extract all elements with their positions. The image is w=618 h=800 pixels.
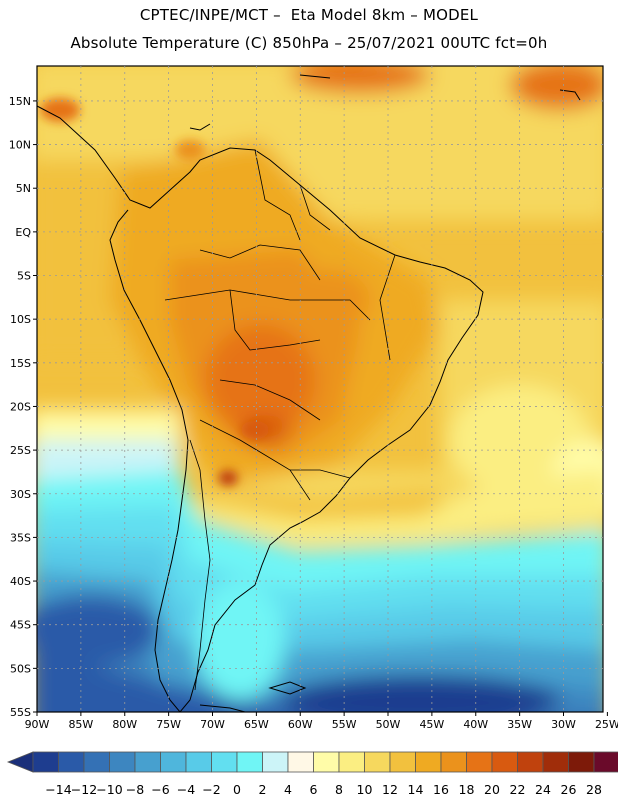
lon-tick-label: 35W bbox=[507, 718, 532, 731]
legend-swatch bbox=[211, 751, 238, 773]
legend-swatch bbox=[466, 751, 493, 773]
legend-swatch bbox=[160, 751, 187, 773]
legend-swatch bbox=[262, 751, 289, 773]
legend-swatch bbox=[83, 751, 110, 773]
legend-swatch bbox=[236, 751, 263, 773]
legend-label: 2 bbox=[259, 782, 267, 797]
lat-tick-label: 5S bbox=[17, 270, 31, 283]
lon-tick-label: 70W bbox=[200, 718, 225, 731]
legend-swatch bbox=[517, 751, 544, 773]
graticule bbox=[37, 66, 603, 712]
lat-tick-label: 35S bbox=[10, 531, 31, 544]
color-legend: −14 −12 −10 −8 −6 −4 −2 0 2 4 6 8 10 12 14 16 18 20 22 24 26… bbox=[6, 751, 618, 797]
lon-tick-label: 50W bbox=[376, 718, 401, 731]
coastlines bbox=[37, 74, 581, 712]
legend-swatch bbox=[313, 751, 340, 773]
lat-tick-label: 5N bbox=[16, 182, 31, 195]
temperature-field bbox=[37, 66, 603, 712]
plot-frame bbox=[36, 65, 604, 713]
lon-tick-label: 80W bbox=[112, 718, 137, 731]
lon-tick-label: 65W bbox=[244, 718, 269, 731]
title-line-1: CPTEC/INPE/MCT – Eta Model 8km – MODEL bbox=[139, 6, 479, 24]
lon-tick-label: 85W bbox=[68, 718, 93, 731]
legend-swatch bbox=[389, 751, 416, 773]
lat-tick-label: 45S bbox=[10, 619, 31, 632]
legend-swatch bbox=[593, 751, 618, 773]
title-line-2: Absolute Temperature (C) 850hPa – 25/07/… bbox=[70, 34, 548, 52]
legend-label: 28 bbox=[586, 782, 602, 797]
lon-tick-label: 90W bbox=[25, 718, 50, 731]
lat-tick-label: 55S bbox=[10, 706, 31, 719]
legend-swatch bbox=[568, 751, 595, 773]
legend-swatch bbox=[364, 751, 391, 773]
legend-label: 24 bbox=[535, 782, 551, 797]
lon-tick-label: 45W bbox=[419, 718, 444, 731]
legend-label: −8 bbox=[126, 782, 144, 797]
legend-label: −10 bbox=[96, 782, 122, 797]
lon-tick-label: 40W bbox=[463, 718, 488, 731]
lat-tick-label: 40S bbox=[10, 575, 31, 588]
lon-tick-label: 75W bbox=[156, 718, 181, 731]
legend-label: 16 bbox=[433, 782, 449, 797]
lon-tick-label: 60W bbox=[288, 718, 313, 731]
legend-label: 4 bbox=[284, 782, 292, 797]
legend-label: 8 bbox=[335, 782, 343, 797]
legend-label: 10 bbox=[357, 782, 373, 797]
lat-tick-label: 20S bbox=[10, 400, 31, 413]
legend-label: 14 bbox=[408, 782, 424, 797]
lon-tick-label: 25W bbox=[595, 718, 618, 731]
legend-label: −14 bbox=[45, 782, 71, 797]
legend-label: −2 bbox=[202, 782, 220, 797]
lat-tick-label: 30S bbox=[10, 488, 31, 501]
legend-swatch bbox=[338, 751, 365, 773]
legend-swatch bbox=[185, 751, 212, 773]
legend-label: 12 bbox=[382, 782, 398, 797]
lat-tick-label: EQ bbox=[15, 226, 31, 239]
temperature-map: 15N 10N 5N EQ 5S 10S 15S 20S 25S 30S 35S 40S 45S 50S 5… bbox=[9, 65, 618, 731]
lat-tick-label: 10S bbox=[10, 313, 31, 326]
lon-tick-label: 30W bbox=[551, 718, 576, 731]
legend-swatch bbox=[134, 751, 161, 773]
lat-tick-label: 15S bbox=[10, 357, 31, 370]
legend-label: 0 bbox=[233, 782, 241, 797]
legend-swatch bbox=[58, 751, 85, 773]
legend-swatch bbox=[440, 751, 467, 773]
legend-label: 26 bbox=[561, 782, 577, 797]
lat-tick-label: 10N bbox=[9, 139, 31, 152]
lat-tick-label: 15N bbox=[9, 95, 31, 108]
legend-under-arrow bbox=[6, 751, 34, 773]
lat-tick-label: 25S bbox=[10, 444, 31, 457]
latitude-axis: 15N 10N 5N EQ 5S 10S 15S 20S 25S 30S 35S 40S 45S 50S 5… bbox=[9, 95, 37, 719]
legend-label: 22 bbox=[510, 782, 526, 797]
legend-label: 6 bbox=[310, 782, 318, 797]
lat-tick-label: 50S bbox=[10, 662, 31, 675]
legend-swatch bbox=[415, 751, 442, 773]
legend-swatch bbox=[32, 751, 59, 773]
legend-swatch bbox=[109, 751, 136, 773]
legend-label: 18 bbox=[459, 782, 475, 797]
legend-label: 20 bbox=[484, 782, 500, 797]
legend-label: −4 bbox=[177, 782, 195, 797]
longitude-axis: 90W 85W 80W 75W 70W 65W 60W 55W 50W 45W 40W 35W 30W 2… bbox=[25, 712, 618, 731]
legend-swatch bbox=[491, 751, 518, 773]
legend-label: −6 bbox=[151, 782, 169, 797]
lon-tick-label: 55W bbox=[332, 718, 357, 731]
legend-label: −12 bbox=[71, 782, 97, 797]
legend-swatch bbox=[542, 751, 569, 773]
legend-swatch bbox=[287, 751, 314, 773]
